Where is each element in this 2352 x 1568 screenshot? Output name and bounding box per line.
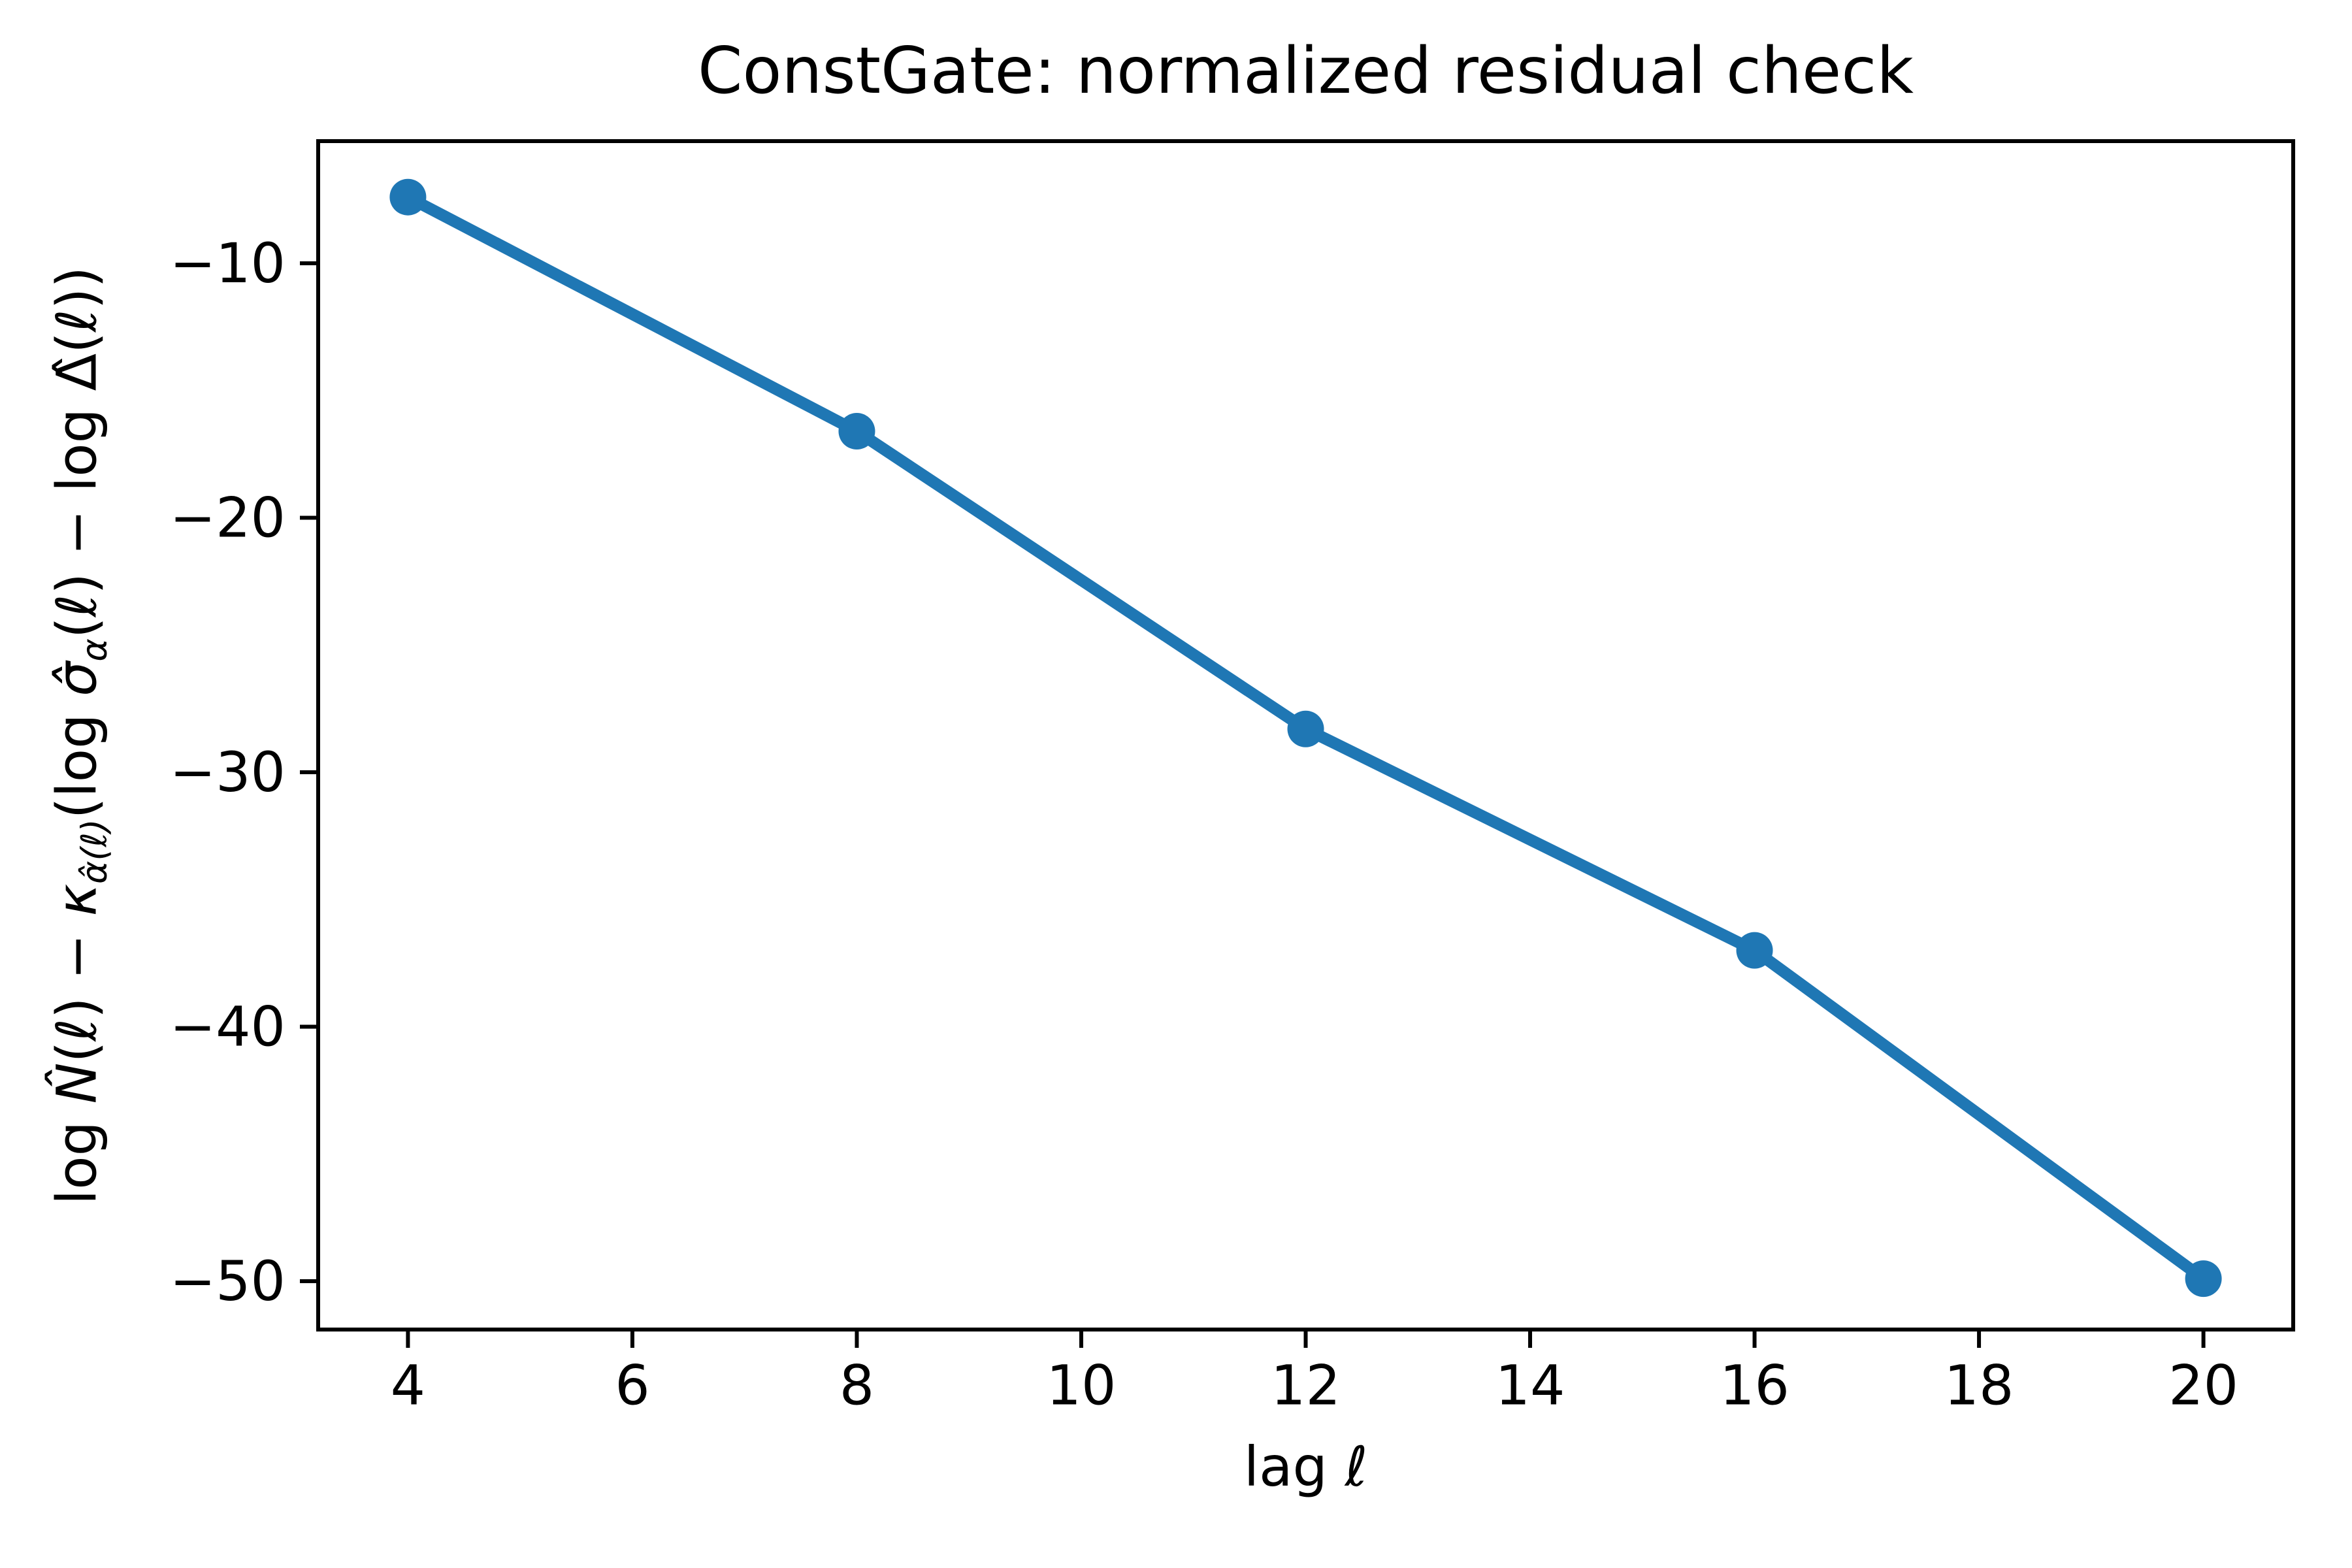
data-point xyxy=(1736,932,1773,969)
label-segment: ) − xyxy=(44,916,109,1019)
data-point xyxy=(2185,1260,2222,1298)
x-tick-label: 12 xyxy=(1271,1353,1341,1417)
label-segment: N̂ xyxy=(44,1062,109,1104)
label-segment: ( xyxy=(44,332,109,353)
label-segment: ( xyxy=(44,1041,109,1063)
y-tick-label: −40 xyxy=(170,994,286,1058)
chart-title: ConstGate: normalized residual check xyxy=(698,34,1914,108)
x-tick-label: 20 xyxy=(2168,1353,2238,1417)
label-segment: ) − log xyxy=(44,391,109,595)
label-segment: lag xyxy=(1243,1435,1345,1499)
label-segment: α̂(ℓ) xyxy=(73,819,115,884)
label-segment: )) xyxy=(44,266,109,310)
x-tick-label: 10 xyxy=(1047,1353,1117,1417)
data-point xyxy=(1287,710,1324,747)
label-segment: log xyxy=(44,1103,109,1205)
y-tick-label: −50 xyxy=(170,1249,286,1313)
x-tick-label: 8 xyxy=(840,1353,874,1417)
label-segment: (log xyxy=(44,696,109,819)
x-tick-label: 6 xyxy=(615,1353,649,1417)
y-tick-label: −10 xyxy=(170,231,286,295)
label-segment: ( xyxy=(44,617,109,639)
x-tick-label: 4 xyxy=(391,1353,425,1417)
label-segment: ℓ xyxy=(44,309,109,333)
y-tick-label: −20 xyxy=(170,485,286,549)
label-segment: σ̂ xyxy=(44,661,109,696)
label-segment: ℓ xyxy=(44,594,109,617)
x-tick-label: 16 xyxy=(1720,1353,1789,1417)
data-point xyxy=(389,178,427,216)
x-tick-label: 14 xyxy=(1495,1353,1565,1417)
label-segment: ℓ xyxy=(44,1019,109,1041)
y-tick-label: −30 xyxy=(170,740,286,804)
y-axis-label: log N̂(ℓ) − κα̂(ℓ)(log σ̂α(ℓ) − log Δ̂(ℓ… xyxy=(44,267,114,1205)
label-segment: κ xyxy=(44,883,109,917)
x-axis-label: lag ℓ xyxy=(318,1435,2293,1499)
data-point xyxy=(838,413,875,450)
label-segment: α xyxy=(73,638,115,662)
x-tick-label: 18 xyxy=(1944,1353,2014,1417)
label-segment: Δ̂ xyxy=(44,353,109,391)
label-segment: ℓ xyxy=(1345,1435,1368,1499)
